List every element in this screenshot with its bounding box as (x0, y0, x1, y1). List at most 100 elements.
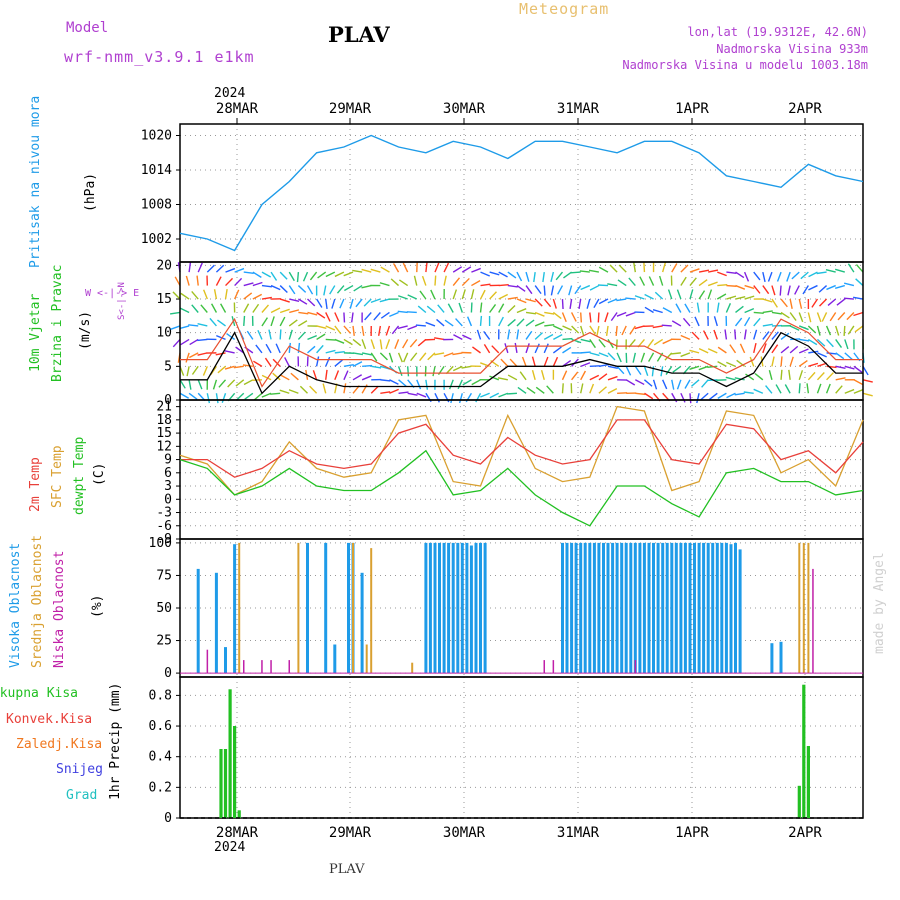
wind-arrow (835, 377, 846, 381)
wind-arrow (390, 278, 400, 287)
wind-arrow (243, 379, 254, 386)
wind-arrow (309, 385, 318, 394)
wind-arrow (768, 369, 773, 380)
wind-arrow (597, 284, 609, 287)
precip-bar (802, 684, 806, 818)
cloud-bar-high (724, 542, 728, 674)
wind-arrow (498, 303, 505, 313)
wind-arrow (569, 298, 573, 310)
cloud-bar-low (206, 649, 209, 674)
wind-arrow (480, 283, 491, 287)
wind-arrow (853, 311, 864, 317)
wind-arrow (550, 271, 555, 282)
wind-arrow (826, 372, 834, 381)
wind-arrow (724, 329, 728, 340)
wind-arrow (443, 392, 450, 403)
cloud-bar-high (433, 542, 437, 674)
wind-arrow (816, 372, 825, 381)
tick-label-precip-3: 0.2 (149, 780, 172, 795)
wind-arrow (557, 285, 564, 295)
wind-arrow (825, 325, 832, 336)
wind-arrow (702, 330, 709, 340)
wind-arrow (734, 377, 745, 381)
wind-arrow (808, 271, 818, 278)
temp2m-line (180, 419, 864, 478)
wind-arrow (352, 338, 362, 347)
wind-arrow (798, 370, 804, 381)
wind-arrow (462, 379, 472, 386)
wind-arrow (179, 379, 186, 389)
cloud-bar-high (347, 542, 350, 674)
wind-arrow (224, 289, 228, 300)
tick-label-temperature-4: 9 (164, 453, 172, 468)
cloud-bar-mid (370, 548, 373, 674)
wind-arrow (397, 310, 408, 314)
top-date-28MAR: 28MAR (216, 101, 259, 117)
cloud-bar-mid (798, 542, 801, 674)
wind-arrow (662, 307, 673, 314)
wind-arrow (298, 320, 308, 327)
bottom-date-30MAR: 30MAR (443, 825, 486, 841)
wind-arrow (829, 312, 837, 322)
wind-arrow (784, 384, 791, 394)
wind-arrow (507, 296, 518, 300)
precip-bar (223, 749, 228, 818)
wind-arrow (409, 338, 418, 348)
wind-arrow (407, 294, 418, 300)
wind-arrow (325, 312, 331, 322)
wind-arrow (780, 311, 790, 319)
wind-arrow (209, 317, 217, 327)
wind-arrow (385, 339, 391, 350)
cloud-bar-high (224, 647, 227, 674)
tick-label-wind-1: 15 (156, 292, 172, 307)
wind-arrow (498, 293, 508, 300)
tick-label-wind-2: 10 (156, 326, 172, 341)
wind-arrow (500, 358, 509, 367)
wind-arrow (343, 325, 352, 334)
wind-arrow (835, 365, 846, 370)
wind-arrow (676, 289, 682, 300)
wind-arrow (562, 337, 573, 341)
wind-arrow (377, 325, 382, 336)
cloud-bar-high (670, 542, 674, 674)
wind-arrow (605, 325, 609, 336)
wind-arrow (607, 339, 614, 349)
wind-arrow (427, 352, 436, 361)
wind-arrow (334, 338, 345, 344)
tick-label-wind-0: 20 (156, 258, 172, 273)
wind-arrow (316, 333, 326, 341)
wind-arrow (279, 298, 290, 303)
cloud-bar-high (647, 542, 651, 674)
wind-arrow (543, 285, 546, 296)
wind-arrow (334, 350, 345, 354)
cloud-bar-high (629, 542, 633, 674)
wind-arrow (398, 279, 409, 287)
model-label: Model (66, 20, 109, 36)
wind-arrow (807, 371, 816, 381)
wind-arrow (753, 329, 758, 340)
wind-arrow (698, 365, 709, 371)
wind-arrow (444, 319, 454, 327)
wind-arrow (726, 284, 737, 287)
wind-arrow (316, 344, 324, 354)
wind-arrow (798, 383, 801, 394)
wind-arrow (808, 284, 818, 291)
wind-arrow (434, 392, 440, 403)
wind-arrow (632, 352, 637, 363)
wind-arrow (568, 285, 573, 296)
wind-arrow (406, 366, 410, 377)
wind-arrow (571, 338, 582, 344)
wind-arrow (571, 325, 580, 334)
wind-arrow (506, 392, 517, 395)
wind-arrow (546, 385, 554, 394)
wind-arrow (466, 316, 473, 327)
wind-arrow (717, 283, 728, 287)
tick-label-wind-3: 5 (164, 359, 172, 374)
wind-arrow (862, 379, 873, 383)
wind-arrow (489, 375, 499, 381)
wind-arrow (816, 325, 821, 336)
wind-arrow (691, 331, 700, 340)
dewpt-line (179, 449, 864, 527)
wind-arrow (389, 311, 399, 318)
cloud-bar-mid (802, 542, 805, 674)
